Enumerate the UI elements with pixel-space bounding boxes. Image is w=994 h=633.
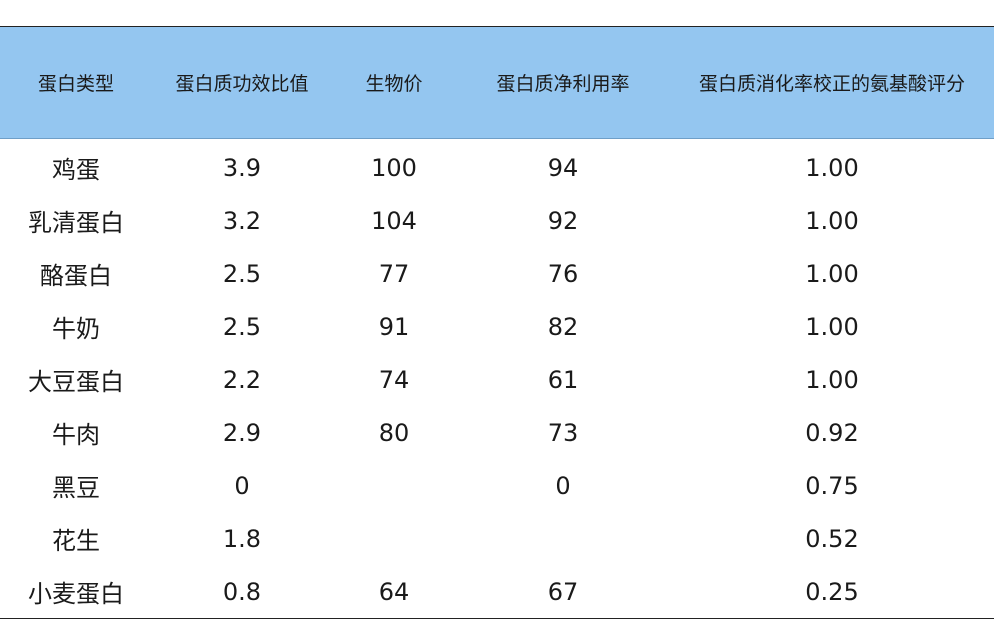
table-row: 鸡蛋 3.9 100 94 1.00	[0, 139, 994, 195]
cell-bv: 77	[378, 259, 410, 288]
cell-bv: 64	[378, 577, 410, 606]
cell-protein-type: 酪蛋白	[40, 262, 112, 290]
cell-protein-type: 小麦蛋白	[28, 580, 124, 608]
table-header: 蛋白类型 蛋白质功效比值 生物价 蛋白质净利用率 蛋白质消化率校正的氨基酸评分	[0, 26, 994, 139]
cell-npu: 67	[547, 577, 579, 606]
cell-npu: 73	[547, 418, 579, 447]
cell-per: 1.8	[222, 524, 262, 553]
table-row: 酪蛋白 2.5 77 76 1.00	[0, 247, 994, 300]
cell-pdcaas: 0.75	[805, 471, 859, 500]
cell-pdcaas: 1.00	[805, 259, 859, 288]
table-row: 乳清蛋白 3.2 104 92 1.00	[0, 194, 994, 247]
header-biological-value: 生物价	[332, 26, 456, 139]
header-row: 蛋白类型 蛋白质功效比值 生物价 蛋白质净利用率 蛋白质消化率校正的氨基酸评分	[0, 26, 994, 139]
cell-bv	[332, 459, 456, 512]
cell-per: 2.2	[222, 365, 262, 394]
cell-npu: 92	[547, 206, 579, 235]
cell-protein-type: 大豆蛋白	[28, 368, 124, 396]
cell-npu: 82	[547, 312, 579, 341]
header-protein-type: 蛋白类型	[0, 26, 152, 139]
cell-per: 3.2	[222, 206, 262, 235]
cell-bv: 91	[378, 312, 410, 341]
table-row: 黑豆 0 0 0.75	[0, 459, 994, 512]
cell-per: 0	[234, 471, 250, 500]
cell-pdcaas: 1.00	[805, 365, 859, 394]
table-row: 大豆蛋白 2.2 74 61 1.00	[0, 353, 994, 406]
protein-quality-table: 蛋白类型 蛋白质功效比值 生物价 蛋白质净利用率 蛋白质消化率校正的氨基酸评分 …	[0, 26, 994, 619]
cell-npu: 94	[547, 153, 579, 182]
cell-per: 2.9	[222, 418, 262, 447]
cell-pdcaas: 1.00	[805, 206, 859, 235]
table-row: 牛奶 2.5 91 82 1.00	[0, 300, 994, 353]
cell-bv: 100	[371, 153, 417, 182]
cell-bv: 80	[378, 418, 410, 447]
cell-bv	[332, 512, 456, 565]
table-body: 鸡蛋 3.9 100 94 1.00 乳清蛋白 3.2 104 92 1.00 …	[0, 139, 994, 619]
cell-per: 2.5	[222, 312, 262, 341]
cell-npu: 61	[547, 365, 579, 394]
header-protein-efficiency-ratio: 蛋白质功效比值	[152, 26, 332, 139]
cell-protein-type: 黑豆	[52, 474, 100, 502]
cell-protein-type: 牛奶	[52, 315, 100, 343]
cell-protein-type: 鸡蛋	[52, 156, 100, 184]
cell-pdcaas: 0.25	[805, 577, 859, 606]
header-pdcaas: 蛋白质消化率校正的氨基酸评分	[670, 26, 994, 139]
cell-protein-type: 牛肉	[52, 421, 100, 449]
cell-pdcaas: 0.92	[805, 418, 859, 447]
cell-bv: 104	[371, 206, 417, 235]
cell-protein-type: 乳清蛋白	[28, 209, 124, 237]
cell-npu: 0	[555, 471, 571, 500]
cell-per: 0.8	[222, 577, 262, 606]
cell-npu: 76	[547, 259, 579, 288]
cell-pdcaas: 1.00	[805, 312, 859, 341]
table-row: 牛肉 2.9 80 73 0.92	[0, 406, 994, 459]
cell-npu	[456, 512, 670, 565]
cell-pdcaas: 0.52	[805, 524, 859, 553]
cell-protein-type: 花生	[52, 527, 100, 555]
table-row: 小麦蛋白 0.8 64 67 0.25	[0, 565, 994, 619]
table-row: 花生 1.8 0.52	[0, 512, 994, 565]
cell-bv: 74	[378, 365, 410, 394]
header-net-protein-utilization: 蛋白质净利用率	[456, 26, 670, 139]
cell-pdcaas: 1.00	[805, 153, 859, 182]
cell-per: 3.9	[222, 153, 262, 182]
cell-per: 2.5	[222, 259, 262, 288]
